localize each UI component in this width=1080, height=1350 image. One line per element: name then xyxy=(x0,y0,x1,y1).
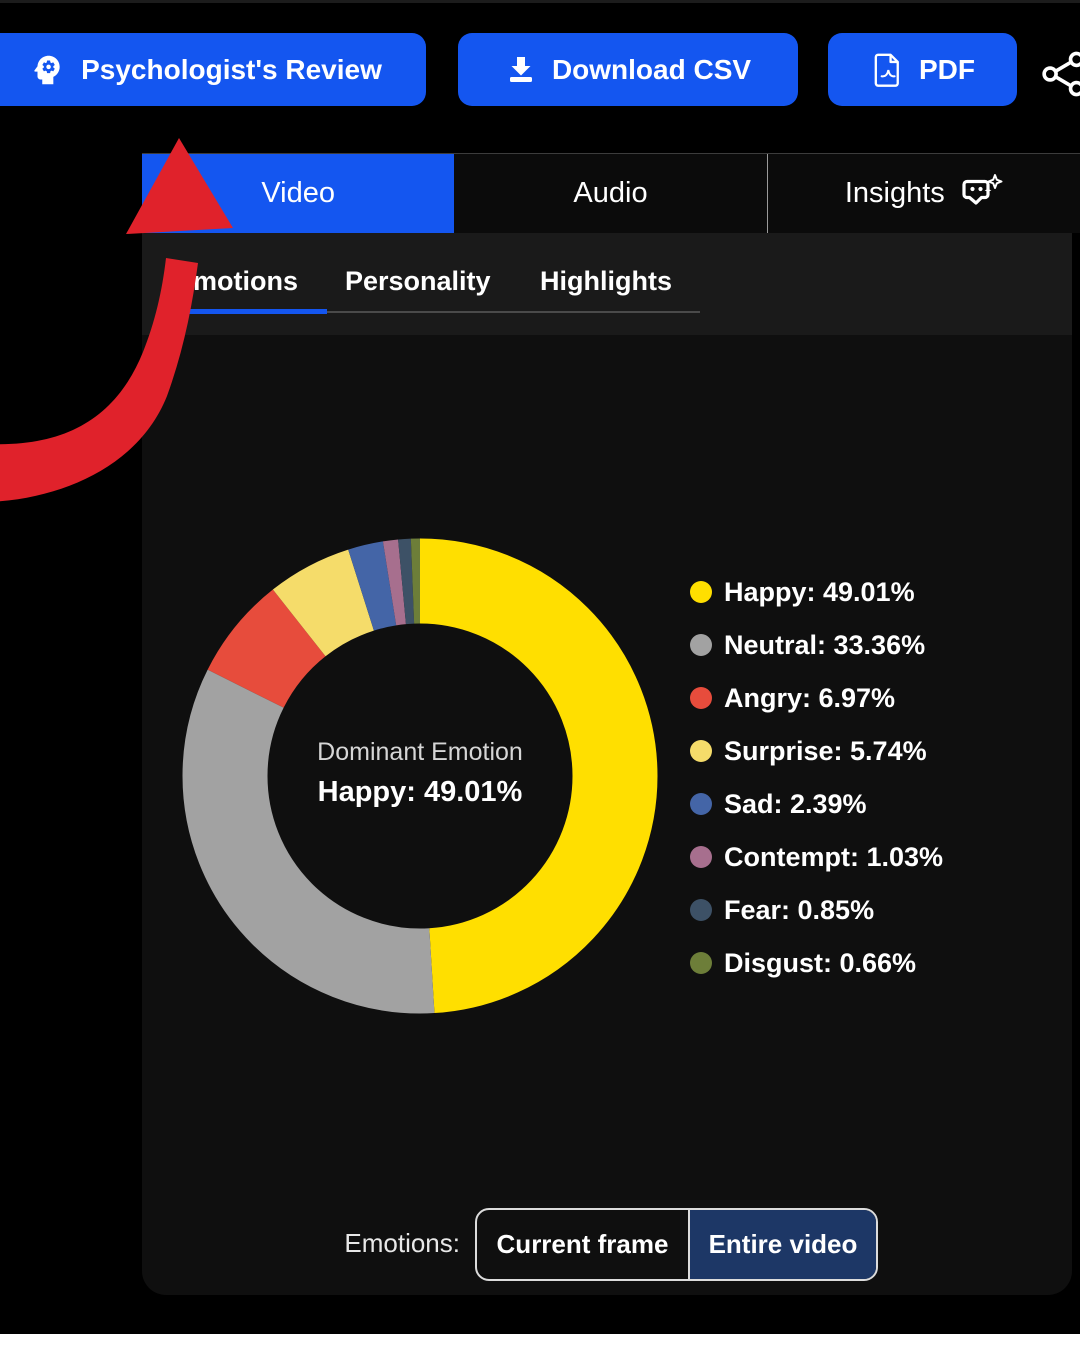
download-icon xyxy=(509,56,532,82)
subtab-emotions[interactable]: Emotions xyxy=(175,266,298,297)
legend-item-disgust: Disgust: 0.66% xyxy=(690,946,943,980)
results-panel: Video Audio Insights Emotions Personalit… xyxy=(142,153,1080,1295)
subtab-emotions-label: Emotions xyxy=(175,266,299,296)
pdf-button[interactable]: PDF xyxy=(828,33,1017,106)
legend-label-happy: Happy: 49.01% xyxy=(724,576,915,607)
legend-item-surprise: Surprise: 5.74% xyxy=(690,734,943,768)
legend-item-sad: Sad: 2.39% xyxy=(690,787,943,821)
subtab-highlights-label: Highlights xyxy=(540,266,672,296)
download-csv-button[interactable]: Download CSV xyxy=(458,33,798,106)
dominant-emotion-caption: Dominant Emotion xyxy=(317,738,523,766)
dominant-emotion-value: Happy: 49.01% xyxy=(317,776,523,808)
subtab-personality-label: Personality xyxy=(345,266,491,296)
tab-video[interactable]: Video xyxy=(142,154,455,233)
legend-item-angry: Angry: 6.97% xyxy=(690,681,943,715)
tab-audio-label: Audio xyxy=(573,177,648,209)
legend-item-fear: Fear: 0.85% xyxy=(690,893,943,927)
main-tab-bar: Video Audio Insights xyxy=(142,153,1080,233)
tab-audio[interactable]: Audio xyxy=(454,154,767,233)
psychology-head-gear-icon xyxy=(34,55,60,84)
subtab-track-line xyxy=(327,311,700,313)
psychologists-review-label: Psychologist's Review xyxy=(81,53,382,85)
donut-center-label: Dominant Emotion Happy: 49.01% xyxy=(220,738,620,809)
subtab-highlights[interactable]: Highlights xyxy=(540,266,672,297)
emotions-toggle-caption: Emotions: xyxy=(344,1228,460,1258)
legend-label-surprise: Surprise: 5.74% xyxy=(724,735,927,766)
legend-item-happy: Happy: 49.01% xyxy=(690,575,943,609)
legend-item-contempt: Contempt: 1.03% xyxy=(690,840,943,874)
sub-tab-bar: Emotions Personality Highlights xyxy=(142,233,1072,335)
share-icon[interactable] xyxy=(1038,49,1080,99)
psychologists-review-button[interactable]: Psychologist's Review xyxy=(0,33,426,106)
tab-video-label: Video xyxy=(261,177,335,209)
legend-dot-happy xyxy=(690,581,712,603)
legend-label-sad: Sad: 2.39% xyxy=(724,788,867,819)
legend-dot-contempt xyxy=(690,846,712,868)
donut-segment-neutral[interactable] xyxy=(182,538,658,1014)
emotions-chart-card: Dominant Emotion Happy: 49.01% Happy: 49… xyxy=(142,335,1072,1295)
active-subtab-underline xyxy=(178,309,327,314)
legend-label-contempt: Contempt: 1.03% xyxy=(724,841,944,872)
legend-dot-sad xyxy=(690,793,712,815)
legend-dot-surprise xyxy=(690,740,712,762)
chart-legend: Happy: 49.01% Neutral: 33.36% Angry: 6.9… xyxy=(690,575,943,980)
emotions-donut-chart[interactable] xyxy=(180,536,660,1016)
top-divider xyxy=(0,0,1080,3)
pdf-file-icon xyxy=(874,53,899,87)
legend-label-neutral: Neutral: 33.36% xyxy=(724,629,926,660)
donut-segment-disgust[interactable] xyxy=(182,538,658,1014)
download-csv-label: Download CSV xyxy=(551,53,752,85)
emotions-scope-toggle: Current frame Entire video xyxy=(475,1208,878,1281)
legend-dot-angry xyxy=(690,687,712,709)
legend-dot-neutral xyxy=(690,634,712,656)
current-frame-option[interactable]: Current frame xyxy=(477,1210,690,1279)
legend-dot-disgust xyxy=(690,952,712,974)
tab-insights[interactable]: Insights xyxy=(766,154,1080,233)
subtab-personality[interactable]: Personality xyxy=(345,266,491,297)
legend-dot-fear xyxy=(690,899,712,921)
bottom-white-strip xyxy=(0,1334,1080,1350)
legend-label-disgust: Disgust: 0.66% xyxy=(724,947,917,978)
entire-video-option-selected[interactable]: Entire video xyxy=(690,1210,876,1279)
legend-item-neutral: Neutral: 33.36% xyxy=(690,628,943,662)
legend-label-angry: Angry: 6.97% xyxy=(724,682,896,713)
insights-chatbot-sparkle-icon xyxy=(962,173,1003,205)
tab-insights-label: Insights xyxy=(844,177,945,209)
pdf-label: PDF xyxy=(919,53,975,85)
legend-label-fear: Fear: 0.85% xyxy=(724,894,875,925)
